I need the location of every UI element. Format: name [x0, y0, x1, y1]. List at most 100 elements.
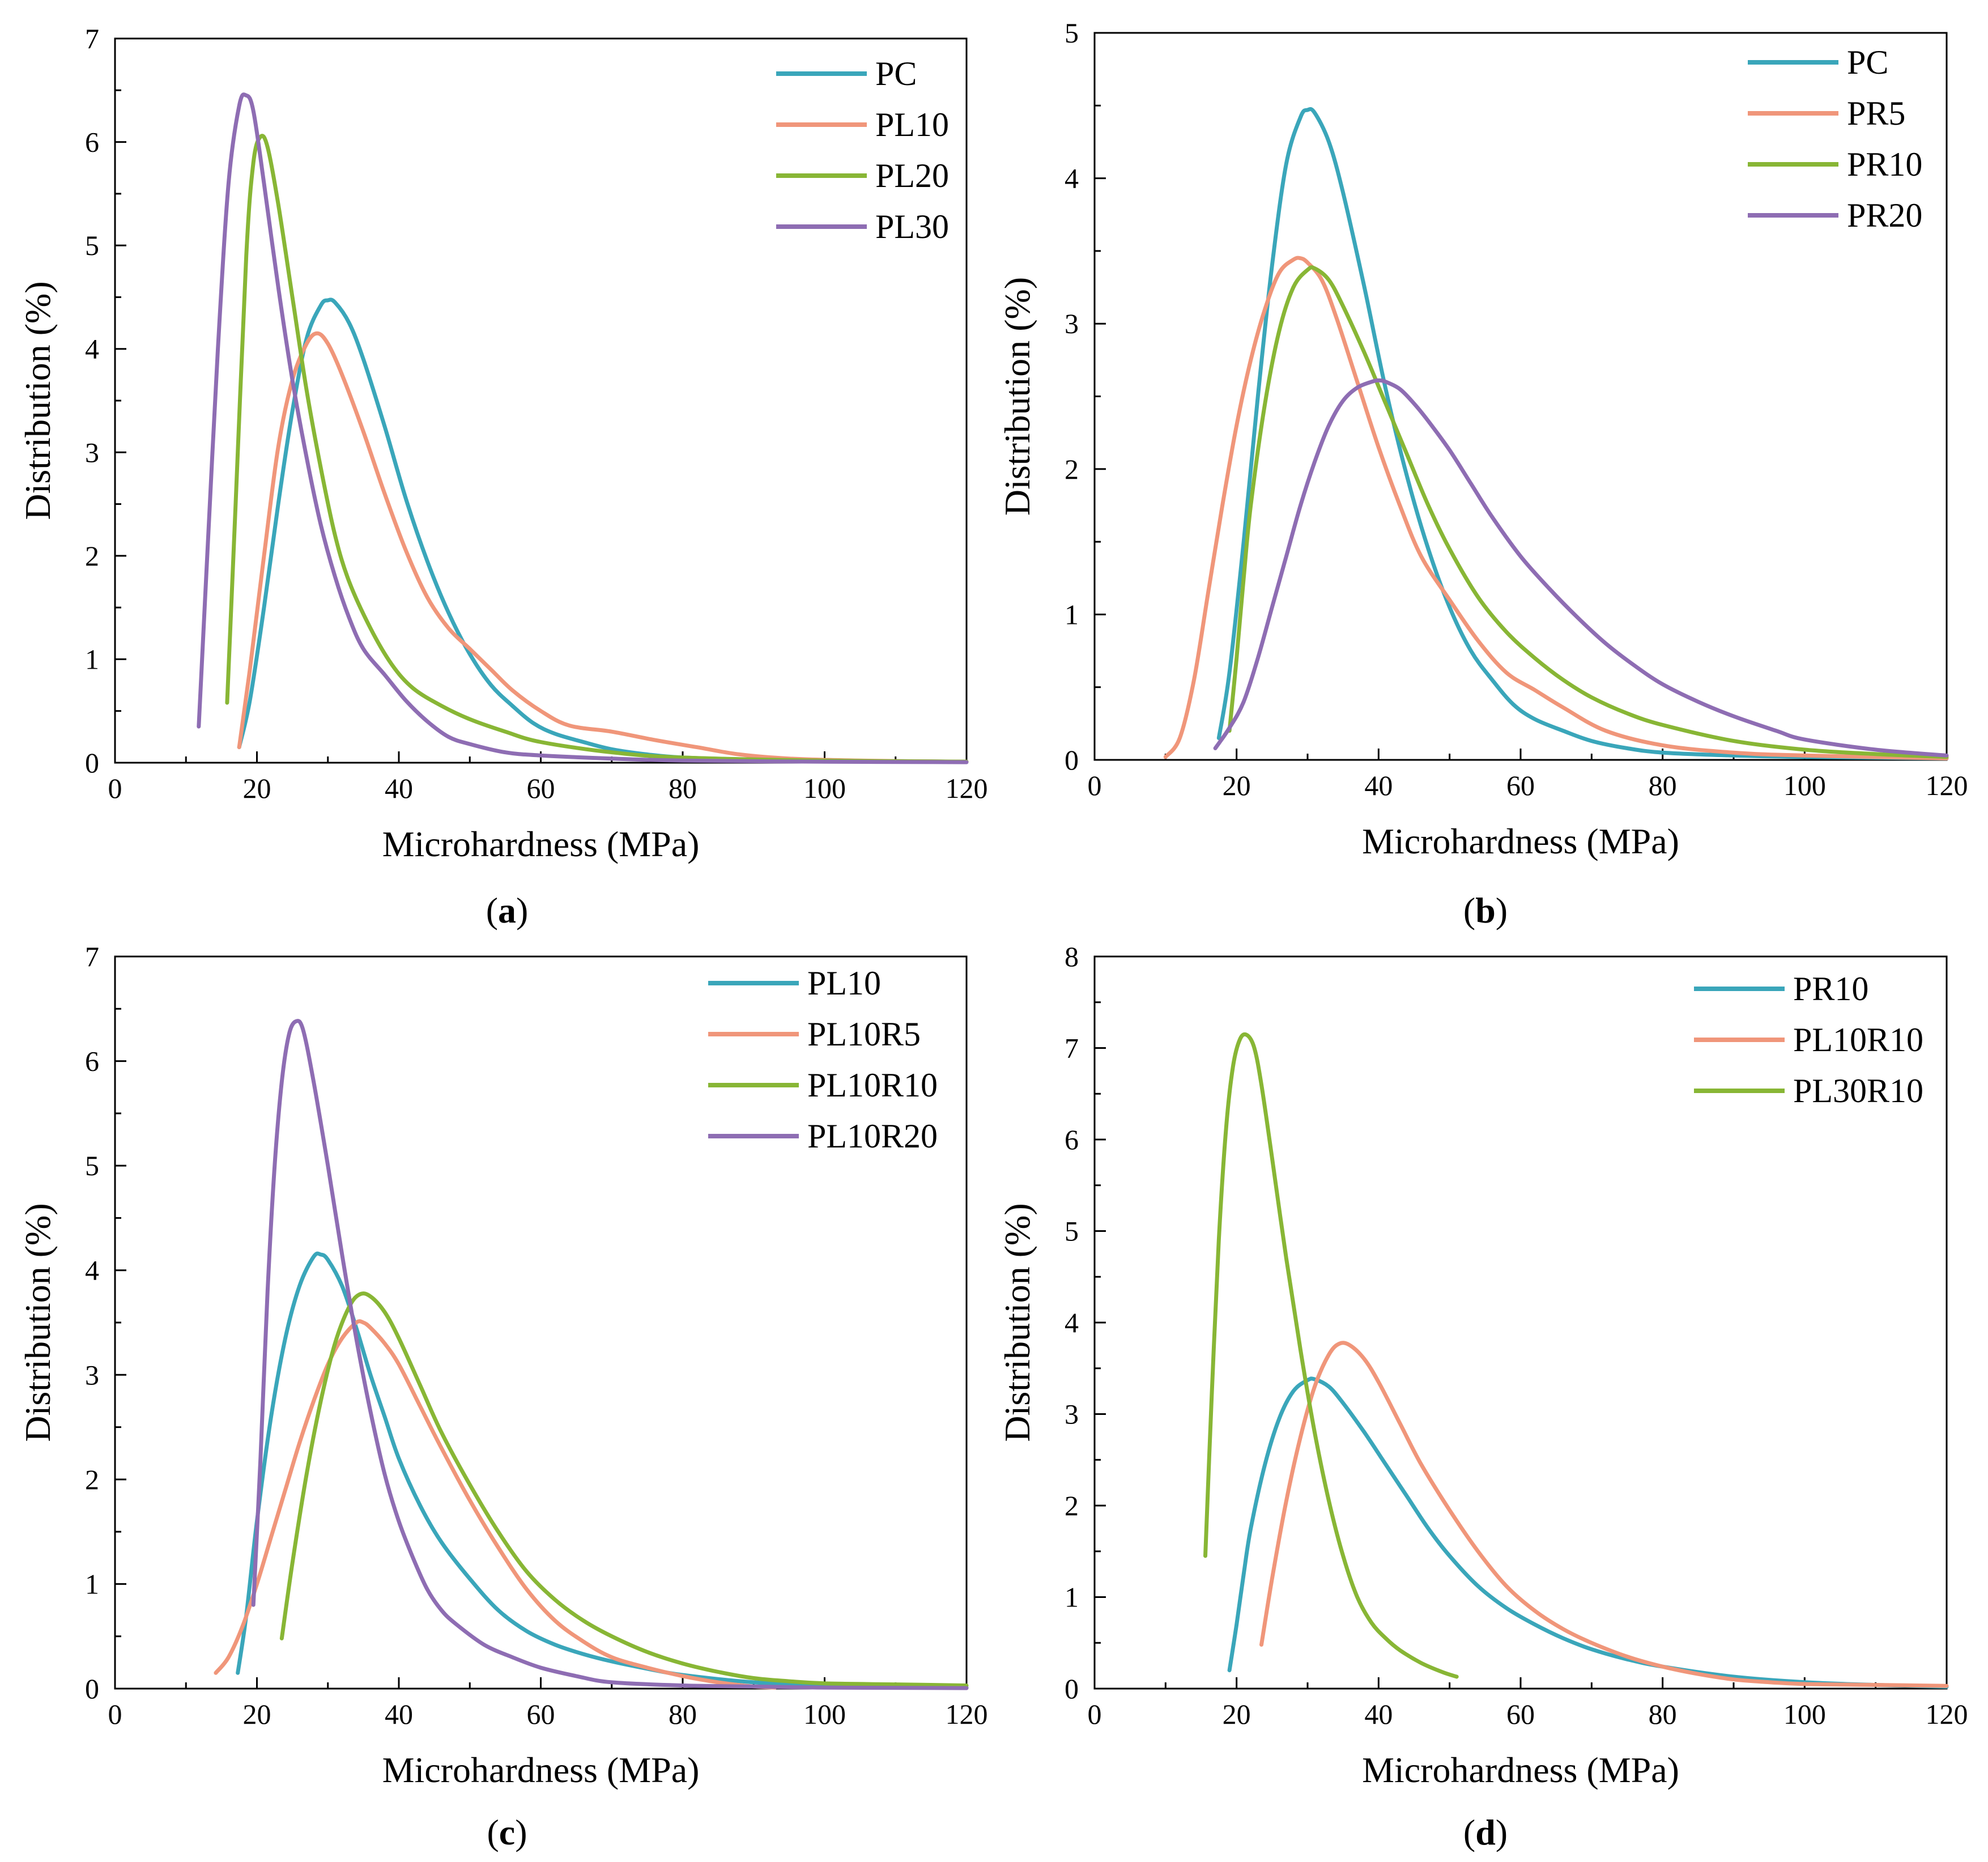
x-tick-label: 60 [1506, 1698, 1535, 1730]
y-tick-label: 4 [1065, 1307, 1079, 1338]
panel-caption: (c) [487, 1812, 527, 1852]
y-tick-label: 3 [1065, 308, 1079, 339]
x-tick-label: 0 [108, 772, 122, 804]
y-tick-label: 8 [1065, 941, 1079, 972]
series-line-pr20 [1213, 378, 1949, 758]
panel-caption: (d) [1463, 1812, 1508, 1852]
x-tick-label: 80 [1649, 770, 1677, 801]
x-tick-label: 20 [243, 1698, 271, 1730]
series-line-pc [1216, 107, 1949, 760]
x-tick-label: 0 [108, 1698, 122, 1730]
x-axis-title: Microhardness (MPa) [382, 824, 700, 864]
x-axis-title: Microhardness (MPa) [382, 1750, 700, 1790]
x-tick-label: 100 [803, 772, 846, 804]
legend: PL10 PL10R5 PL10R10 PL10R20 [708, 964, 938, 1155]
y-tick-label: 0 [1065, 744, 1079, 776]
series-line-pl10r20 [251, 1019, 969, 1690]
x-tick-label: 100 [1783, 770, 1826, 801]
series-line-pr5 [1163, 256, 1949, 760]
y-tick-label: 3 [1065, 1398, 1079, 1430]
y-tick-label: 4 [1065, 163, 1079, 194]
legend-label: PL30R10 [1793, 1072, 1923, 1109]
x-axis-title: Microhardness (MPa) [1362, 821, 1679, 861]
panel-caption: (b) [1463, 890, 1508, 930]
x-tick-label: 40 [385, 772, 413, 804]
legend-label: PR10 [1847, 146, 1922, 183]
y-tick-label: 6 [1065, 1124, 1079, 1155]
y-axis-title: Distribution (%) [997, 1203, 1037, 1442]
caption-close-paren: ) [515, 1812, 527, 1852]
chart-panel-a: 0 20 40 60 80 100 120 0 1 2 3 4 5 6 7 Microhardness (MP… [18, 23, 988, 930]
x-tick-label: 100 [1783, 1698, 1826, 1730]
y-tick-label: 2 [85, 540, 99, 572]
x-tick-label: 0 [1088, 770, 1102, 801]
x-axis-title: Microhardness (MPa) [1362, 1750, 1679, 1790]
x-tick-label: 120 [946, 772, 988, 804]
y-axis-title: Distribution (%) [18, 1203, 58, 1442]
caption-open-paren: ( [487, 1812, 499, 1852]
y-tick-label: 1 [85, 643, 99, 675]
y-tick-label: 5 [85, 1150, 99, 1181]
x-tick-label: 20 [243, 772, 271, 804]
legend: PR10 PL10R10 PL30R10 [1694, 970, 1923, 1109]
chart-panel-c: 0 20 40 60 80 100 120 0 1 2 3 4 5 6 7 Microhardness (MP… [18, 941, 988, 1852]
series-line-pl10r10 [279, 1291, 969, 1687]
series-line-pl30 [197, 92, 969, 764]
legend-label: PL10R20 [807, 1117, 938, 1155]
legend-label: PL10 [807, 964, 881, 1002]
caption-open-paren: ( [486, 890, 498, 930]
x-tick-label: 40 [1364, 770, 1393, 801]
x-tick-label: 100 [803, 1698, 846, 1730]
legend: PC PL10 PL20 PL30 [776, 55, 949, 245]
x-tick-label: 80 [1649, 1698, 1677, 1730]
y-tick-label: 6 [85, 1045, 99, 1077]
panel-caption: (a) [486, 890, 529, 930]
caption-open-paren: ( [1463, 890, 1475, 930]
y-tick-label: 1 [1065, 1582, 1079, 1613]
y-tick-label: 2 [1065, 1490, 1079, 1521]
legend-label: PC [875, 55, 917, 92]
y-tick-label: 0 [1065, 1673, 1079, 1704]
y-tick-label: 7 [85, 941, 99, 972]
caption-close-paren: ) [1496, 890, 1508, 930]
x-tick-label: 80 [669, 1698, 697, 1730]
series-line-pr10 [1227, 265, 1949, 759]
caption-close-paren: ) [516, 890, 528, 930]
y-axis-title: Distribution (%) [18, 281, 58, 520]
x-tick-label: 0 [1088, 1698, 1102, 1730]
x-tick-label: 60 [527, 1698, 555, 1730]
y-tick-label: 5 [1065, 1215, 1079, 1247]
legend-label: PL10R5 [807, 1015, 921, 1053]
caption-letter: a [498, 890, 516, 930]
series-line-pl10r5 [214, 1319, 777, 1690]
x-tick-label: 20 [1223, 770, 1251, 801]
caption-open-paren: ( [1463, 1812, 1475, 1852]
series-line-pl10 [237, 331, 969, 764]
legend-label: PL30 [875, 208, 949, 245]
y-tick-label: 7 [1065, 1032, 1079, 1064]
caption-letter: c [499, 1812, 515, 1852]
legend-label: PL20 [875, 157, 949, 194]
x-tick-label: 80 [669, 772, 697, 804]
series-line-pl20 [225, 134, 969, 764]
y-tick-label: 2 [85, 1464, 99, 1495]
caption-letter: b [1475, 890, 1496, 930]
y-tick-label: 4 [85, 1255, 99, 1286]
x-tick-label: 120 [1926, 770, 1968, 801]
y-tick-label: 2 [1065, 453, 1079, 485]
y-tick-label: 3 [85, 1359, 99, 1391]
legend-label: PR10 [1793, 970, 1868, 1007]
caption-letter: d [1475, 1812, 1496, 1852]
legend-label: PC [1847, 44, 1888, 81]
x-tick-label: 60 [527, 772, 555, 804]
series-line-pl30r10 [1203, 1032, 1459, 1679]
y-tick-label: 6 [85, 126, 99, 158]
x-tick-label: 20 [1223, 1698, 1251, 1730]
y-tick-label: 3 [85, 436, 99, 468]
chart-panel-b: 0 20 40 60 80 100 120 0 1 2 3 4 5 Microhardness (MPa)… [997, 17, 1968, 930]
x-tick-label: 40 [385, 1698, 413, 1730]
y-tick-label: 4 [85, 333, 99, 365]
legend-label: PR20 [1847, 197, 1922, 234]
chart-panel-d: 0 20 40 60 80 100 120 0 1 2 3 4 5 6 7 8 Microhardness (M… [997, 941, 1968, 1852]
